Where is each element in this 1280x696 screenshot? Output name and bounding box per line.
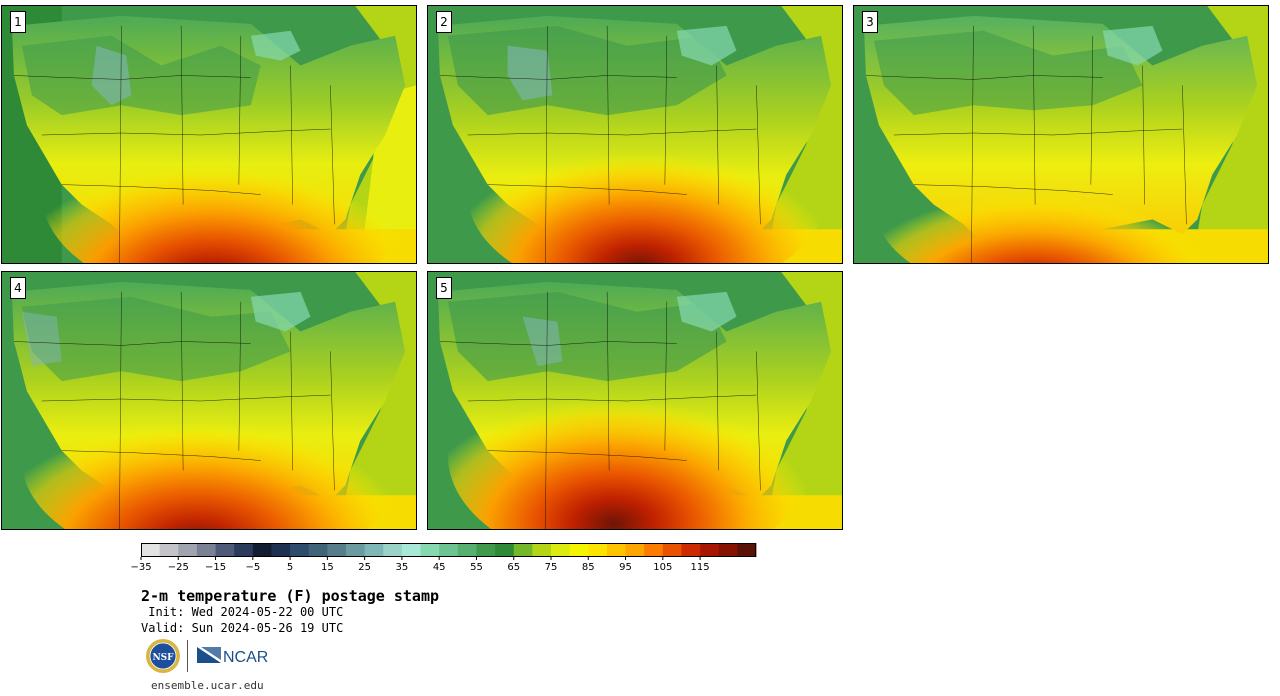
temperature-map [428,272,842,529]
ncar-logo-text: NCAR [223,649,268,666]
colorbar-tick-label: −15 [205,562,226,573]
logos: NSF NCAR [145,638,285,676]
colorbar-swatch [718,543,738,557]
nsf-logo-icon: NSF [146,639,180,673]
colorbar-ticks: −35 −25 −15 −5 5 15 25 35 45 55 65 75 85 95 105 115 [130,557,710,573]
colorbar-swatch [737,543,757,557]
colorbar-swatch [662,543,682,557]
panel-number: 5 [436,277,452,299]
temperature-map [854,6,1268,263]
map-panel-1: 1 [1,5,417,264]
colorbar-swatch [625,543,645,557]
map-panel-3: 3 [853,5,1269,264]
temperature-map [2,272,416,529]
colorbar-swatch [420,543,440,557]
colorbar-tick-label: 85 [582,562,595,573]
colorbar-swatch [606,543,626,557]
figure-title: 2-m temperature (F) postage stamp [141,587,440,605]
colorbar-swatch [178,543,198,557]
colorbar-tick-label: 55 [470,562,483,573]
colorbar-swatch [401,543,421,557]
colorbar-swatch [495,543,515,557]
colorbar-swatch [569,543,589,557]
panel-number: 4 [10,277,26,299]
colorbar-swatch [513,543,533,557]
valid-time: Valid: Sun 2024-05-26 19 UTC [141,621,344,635]
colorbar-tick-label: −35 [130,562,151,573]
colorbar-tick-label: 75 [545,562,558,573]
colorbar-swatches [141,543,757,557]
colorbar-tick-label: −25 [168,562,189,573]
colorbar-swatch [681,543,701,557]
map-panel-5: 5 [427,271,843,530]
colorbar-swatch [141,543,161,557]
colorbar-tick-label: 15 [321,562,334,573]
colorbar-swatch [252,543,272,557]
colorbar-swatch [308,543,328,557]
colorbar-tick-label: 5 [287,562,293,573]
temperature-colorbar: −35 −25 −15 −5 5 15 25 35 45 55 65 75 85 95 105 115 [130,543,757,573]
colorbar-swatch [327,543,347,557]
colorbar-swatch [159,543,179,557]
map-panel-4: 4 [1,271,417,530]
colorbar-tick-label: 25 [358,562,371,573]
colorbar-swatch [383,543,403,557]
ncar-logo-icon: NCAR [197,647,268,666]
colorbar-swatch [644,543,664,557]
panel-number: 3 [862,11,878,33]
temperature-map [2,6,416,263]
colorbar-swatch [439,543,459,557]
init-time: Init: Wed 2024-05-22 00 UTC [141,605,344,619]
colorbar-tick-label: 115 [691,562,710,573]
temperature-map [428,6,842,263]
logo-divider [187,640,188,672]
colorbar-tick-label: 35 [396,562,409,573]
colorbar-swatch [551,543,571,557]
colorbar-swatch [700,543,720,557]
colorbar-swatch [271,543,291,557]
colorbar-tick-label: 45 [433,562,446,573]
panel-number: 2 [436,11,452,33]
colorbar-tick-label: 65 [507,562,520,573]
nsf-logo-text: NSF [152,653,174,663]
website-link[interactable]: ensemble.ucar.edu [151,679,264,692]
colorbar-swatch [457,543,477,557]
colorbar-swatch [290,543,310,557]
colorbar-swatch [532,543,552,557]
panel-number: 1 [10,11,26,33]
colorbar-tick-label: 105 [653,562,672,573]
colorbar-swatch [215,543,235,557]
colorbar-swatch [364,543,384,557]
colorbar-swatch [346,543,366,557]
colorbar-swatch [588,543,608,557]
map-panel-2: 2 [427,5,843,264]
colorbar-swatch [234,543,254,557]
colorbar-tick-label: 95 [619,562,632,573]
colorbar-swatch [196,543,216,557]
colorbar-frame [141,543,756,557]
colorbar-swatch [476,543,496,557]
colorbar-tick-label: −5 [245,562,260,573]
